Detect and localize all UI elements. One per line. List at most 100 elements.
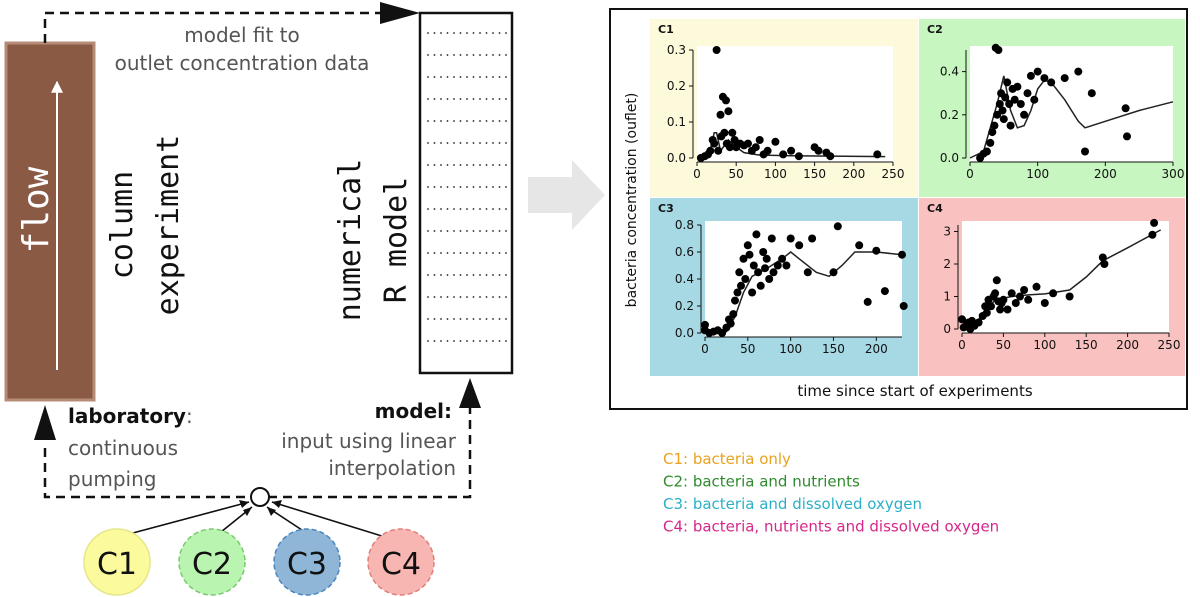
- grid-dot: [498, 230, 501, 232]
- grid-dot: [459, 32, 462, 34]
- grid-dot: [433, 230, 436, 232]
- data-point: [771, 137, 780, 146]
- grid-dot: [466, 164, 468, 166]
- x-tick-label: 250: [1158, 338, 1181, 352]
- y-tick-label: 0.1: [667, 115, 686, 129]
- chart-title: C4: [927, 202, 943, 215]
- grid-dot: [479, 54, 481, 56]
- grid-dot: [472, 230, 475, 232]
- data-point: [739, 254, 748, 263]
- y-tick-label: 3: [943, 225, 951, 239]
- data-point: [794, 152, 803, 161]
- data-point: [1016, 100, 1025, 108]
- grid-dot: [466, 142, 468, 144]
- data-point: [762, 254, 771, 263]
- grid-dot: [466, 318, 468, 320]
- grid-dot: [433, 32, 436, 34]
- grid-dot: [479, 230, 481, 232]
- x-tick-label: 100: [764, 167, 787, 181]
- legend-item: C4: bacteria, nutrients and dissolved ox…: [663, 518, 999, 536]
- chart-c4: C4 0 50 100 150 200 250 0 1 2 3: [919, 198, 1185, 376]
- grid-dot: [459, 208, 462, 210]
- source-label: C2: [192, 547, 232, 582]
- data-point: [1016, 292, 1024, 301]
- data-point: [1098, 253, 1107, 262]
- laboratory-line2: pumping: [68, 467, 156, 491]
- grid-dot: [485, 318, 488, 320]
- grid-dot: [492, 230, 494, 232]
- data-point: [1074, 67, 1083, 76]
- grid-dot: [492, 186, 494, 188]
- data-point: [987, 302, 995, 311]
- y-tick-label: 0.4: [675, 272, 694, 286]
- grid-dot: [485, 252, 488, 254]
- x-tick-label: 150: [1075, 338, 1098, 352]
- grid-dot: [459, 186, 462, 188]
- chart-title: C2: [927, 23, 943, 36]
- grid-dot: [492, 340, 494, 342]
- data-point: [1121, 104, 1130, 113]
- grid-dot: [459, 252, 462, 254]
- data-point: [1006, 121, 1015, 130]
- grid-dot: [472, 318, 475, 320]
- y-tick-label: 0.8: [675, 218, 694, 232]
- arrowhead-c2: [243, 507, 252, 516]
- grid-dot: [479, 340, 481, 342]
- grid-dot: [446, 164, 449, 166]
- data-point: [981, 302, 990, 311]
- grid-dot: [492, 318, 494, 320]
- data-point: [701, 320, 709, 329]
- data-point: [763, 146, 772, 155]
- chart-title: C1: [658, 23, 674, 36]
- model-fit-line: [704, 251, 903, 334]
- data-point: [1047, 78, 1056, 87]
- data-point: [724, 107, 733, 116]
- data-point: [752, 230, 761, 239]
- grid-dot: [498, 32, 501, 34]
- source-label: C4: [381, 547, 421, 582]
- grid-dot: [466, 54, 468, 56]
- grid-dot: [446, 120, 449, 122]
- y-tick-label: 0.0: [675, 326, 694, 340]
- data-point: [1001, 93, 1010, 102]
- grid-dot: [479, 186, 481, 188]
- grid-dot: [433, 76, 436, 78]
- grid-dot: [485, 76, 488, 78]
- grid-dot: [440, 164, 442, 166]
- grid-dot: [459, 230, 462, 232]
- grid-dot: [453, 274, 455, 276]
- plot-area: [962, 221, 1169, 333]
- chart-c3: C3 0 50 100 150 200 0.0 0.2 0.4 0.6 0.8: [650, 198, 918, 376]
- data-point: [880, 287, 889, 296]
- grid-dot: [459, 164, 462, 166]
- grid-dot: [472, 120, 475, 122]
- data-point: [712, 46, 721, 54]
- source-arrow-c4: [271, 501, 386, 538]
- y-tick-label: 0.3: [667, 43, 686, 57]
- data-point: [755, 136, 764, 144]
- data-point: [1007, 289, 1016, 298]
- data-point: [803, 268, 812, 277]
- data-point: [754, 268, 763, 277]
- data-point: [756, 281, 765, 290]
- grid-dot: [485, 296, 488, 298]
- x-tick-label: 100: [779, 342, 802, 356]
- data-point: [1023, 89, 1032, 98]
- data-point: [773, 261, 782, 270]
- grid-dot: [492, 76, 494, 78]
- data-point: [814, 146, 823, 155]
- y-tick-label: 0.0: [667, 151, 686, 165]
- grid-dot: [453, 296, 455, 298]
- data-point: [714, 146, 723, 155]
- data-point: [1081, 147, 1089, 156]
- data-point: [1020, 110, 1029, 119]
- grid-dot: [433, 252, 436, 254]
- grid-dot: [472, 296, 475, 298]
- grid-dot: [498, 164, 501, 166]
- grid-dot: [472, 252, 475, 254]
- y-tick-label: 0.2: [940, 108, 959, 122]
- grid-dot: [472, 54, 475, 56]
- data-point: [751, 143, 760, 152]
- grid-dot: [479, 76, 481, 78]
- grid-dot: [433, 208, 436, 210]
